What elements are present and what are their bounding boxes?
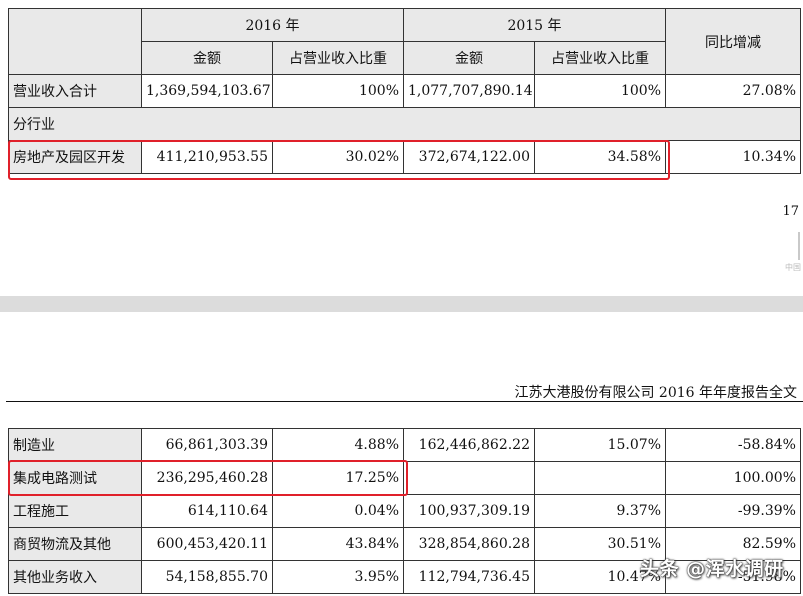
cell-yoy: -51.98% xyxy=(665,560,801,594)
cell-amount-2015: 112,794,736.45 xyxy=(403,560,535,594)
cell-ratio-2015: 30.51% xyxy=(534,527,666,561)
table-row: 集成电路测试 236,295,460.28 17.25% 100.00% xyxy=(8,461,801,495)
table-row-real-estate: 房地产及园区开发 411,210,953.55 30.02% 372,674,1… xyxy=(8,140,801,174)
cell-amount-2015: 100,937,309.19 xyxy=(403,494,535,528)
row-label: 房地产及园区开发 xyxy=(8,140,142,174)
cell-yoy: 10.34% xyxy=(665,140,801,174)
row-label: 商贸物流及其他 xyxy=(8,527,142,561)
header-amount-2016: 金额 xyxy=(141,41,273,75)
side-mark: 中国 xyxy=(785,263,801,272)
row-label: 工程施工 xyxy=(8,494,142,528)
cell-amount-2016: 614,110.64 xyxy=(141,494,273,528)
cell-amount-2015: 372,674,122.00 xyxy=(403,140,535,174)
cell-yoy: 27.08% xyxy=(665,74,801,108)
cell-amount-2016: 411,210,953.55 xyxy=(141,140,273,174)
cell-yoy: 100.00% xyxy=(665,461,801,495)
header-ratio-2015: 占营业收入比重 xyxy=(534,41,666,75)
cell-amount-2015: 1,077,707,890.14 xyxy=(403,74,535,108)
row-label: 营业收入合计 xyxy=(8,74,142,108)
report-header: 江苏大港股份有限公司 2016 年年度报告全文 xyxy=(514,385,797,401)
cell-amount-2016: 66,861,303.39 xyxy=(141,428,273,462)
page-number: 17 xyxy=(782,204,799,219)
table-row: 制造业 66,861,303.39 4.88% 162,446,862.22 1… xyxy=(8,428,801,462)
cell-amount-2016: 236,295,460.28 xyxy=(141,461,273,495)
highlight-box-ic-testing xyxy=(8,460,408,496)
highlight-box-real-estate xyxy=(8,140,670,180)
cell-amount-2016: 1,369,594,103.67 xyxy=(141,74,273,108)
header-empty-cell xyxy=(8,8,142,75)
cell-amount-2016: 600,453,420.11 xyxy=(141,527,273,561)
table-row: 工程施工 614,110.64 0.04% 100,937,309.19 9.3… xyxy=(8,494,801,528)
page-gap xyxy=(0,296,803,312)
header-yoy: 同比增减 xyxy=(665,8,801,75)
cell-ratio-2016: 100% xyxy=(272,74,404,108)
revenue-table-top: 2016 年 2015 年 同比增减 金额 占营业收入比重 金额 占营业收入比重… xyxy=(8,8,801,174)
header-amount-2015: 金额 xyxy=(403,41,535,75)
cell-amount-2015: 162,446,862.22 xyxy=(403,428,535,462)
page-edge-mark xyxy=(798,232,800,260)
table-row-segment: 分行业 xyxy=(8,107,801,141)
table-row: 其他业务收入 54,158,855.70 3.95% 112,794,736.4… xyxy=(8,560,801,594)
table-row-total: 营业收入合计 1,369,594,103.67 100% 1,077,707,8… xyxy=(8,74,801,108)
segment-label: 分行业 xyxy=(8,107,801,141)
row-label: 制造业 xyxy=(8,428,142,462)
cell-ratio-2015: 100% xyxy=(534,74,666,108)
header-rule xyxy=(6,401,803,402)
cell-ratio-2016: 4.88% xyxy=(272,428,404,462)
cell-amount-2015 xyxy=(403,461,535,495)
cell-ratio-2015: 9.37% xyxy=(534,494,666,528)
header-year-2016: 2016 年 xyxy=(141,8,404,42)
revenue-table-bottom: 制造业 66,861,303.39 4.88% 162,446,862.22 1… xyxy=(8,428,801,594)
row-label: 集成电路测试 xyxy=(8,461,142,495)
row-label: 其他业务收入 xyxy=(8,560,142,594)
cell-yoy: -99.39% xyxy=(665,494,801,528)
cell-ratio-2015 xyxy=(534,461,666,495)
cell-amount-2015: 328,854,860.28 xyxy=(403,527,535,561)
cell-ratio-2016: 43.84% xyxy=(272,527,404,561)
watermark: 头条 @浑水调研 xyxy=(640,558,784,580)
header-ratio-2016: 占营业收入比重 xyxy=(272,41,404,75)
cell-ratio-2016: 17.25% xyxy=(272,461,404,495)
cell-ratio-2015: 15.07% xyxy=(534,428,666,462)
cell-yoy: -58.84% xyxy=(665,428,801,462)
cell-amount-2016: 54,158,855.70 xyxy=(141,560,273,594)
header-year-2015: 2015 年 xyxy=(403,8,666,42)
cell-ratio-2015: 34.58% xyxy=(534,140,666,174)
cell-ratio-2016: 0.04% xyxy=(272,494,404,528)
cell-ratio-2016: 3.95% xyxy=(272,560,404,594)
